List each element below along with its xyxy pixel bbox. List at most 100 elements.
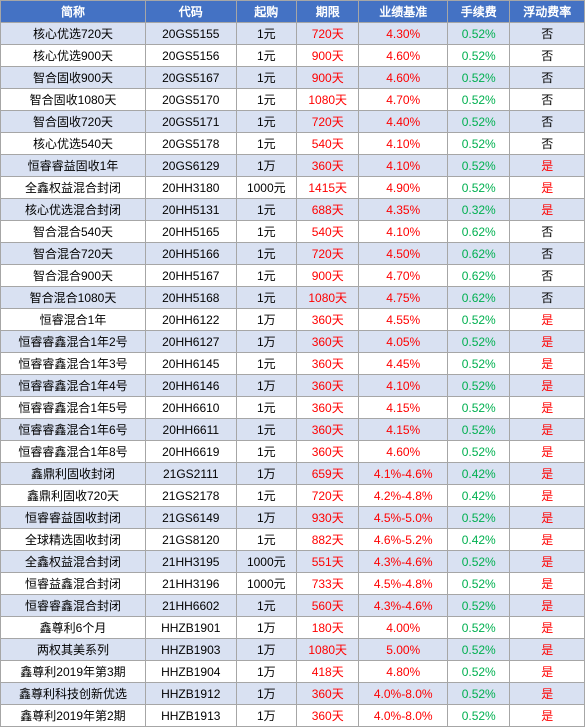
- cell-fee: 0.52%: [448, 573, 510, 595]
- cell-fee: 0.52%: [448, 441, 510, 463]
- cell-term: 540天: [297, 221, 359, 243]
- cell-min: 1元: [236, 221, 296, 243]
- table-row: 智合固收1080天20GS51701元1080天4.70%0.52%否: [1, 89, 585, 111]
- cell-name: 鑫尊利6个月: [1, 617, 146, 639]
- cell-code: 20GS6129: [145, 155, 236, 177]
- cell-name: 恒睿混合1年: [1, 309, 146, 331]
- cell-code: 21HH6602: [145, 595, 236, 617]
- cell-name: 智合固收900天: [1, 67, 146, 89]
- cell-term: 1080天: [297, 89, 359, 111]
- table-row: 两权其美系列HHZB19031万1080天5.00%0.52%是: [1, 639, 585, 661]
- cell-code: 20HH5165: [145, 221, 236, 243]
- table-row: 智合混合900天20HH51671元900天4.70%0.62%否: [1, 265, 585, 287]
- cell-fee: 0.32%: [448, 199, 510, 221]
- cell-float: 是: [510, 661, 585, 683]
- cell-fee: 0.52%: [448, 375, 510, 397]
- cell-min: 1万: [236, 639, 296, 661]
- cell-name: 恒睿睿鑫混合1年4号: [1, 375, 146, 397]
- cell-name: 鑫鼎利固收封闭: [1, 463, 146, 485]
- cell-term: 659天: [297, 463, 359, 485]
- cell-fee: 0.52%: [448, 551, 510, 573]
- cell-code: 20GS5155: [145, 23, 236, 45]
- cell-term: 360天: [297, 353, 359, 375]
- cell-bench: 4.10%: [359, 133, 448, 155]
- cell-code: 21GS2178: [145, 485, 236, 507]
- cell-fee: 0.42%: [448, 463, 510, 485]
- cell-bench: 4.50%: [359, 243, 448, 265]
- cell-bench: 4.45%: [359, 353, 448, 375]
- cell-code: 20HH5168: [145, 287, 236, 309]
- cell-bench: 4.10%: [359, 375, 448, 397]
- cell-fee: 0.42%: [448, 485, 510, 507]
- cell-term: 1415天: [297, 177, 359, 199]
- cell-bench: 4.90%: [359, 177, 448, 199]
- cell-float: 否: [510, 133, 585, 155]
- cell-code: HHZB1912: [145, 683, 236, 705]
- cell-min: 1元: [236, 243, 296, 265]
- product-table-container: 简称代码起购期限业绩基准手续费浮动费率 核心优选720天20GS51551元72…: [0, 0, 585, 727]
- cell-bench: 4.15%: [359, 419, 448, 441]
- cell-code: 20HH5167: [145, 265, 236, 287]
- cell-fee: 0.52%: [448, 419, 510, 441]
- table-row: 智合混合540天20HH51651元540天4.10%0.62%否: [1, 221, 585, 243]
- cell-term: 882天: [297, 529, 359, 551]
- cell-float: 是: [510, 705, 585, 727]
- table-row: 恒睿益鑫混合封闭21HH31961000元733天4.5%-4.8%0.52%是: [1, 573, 585, 595]
- cell-bench: 4.30%: [359, 23, 448, 45]
- cell-term: 360天: [297, 309, 359, 331]
- cell-name: 核心优选720天: [1, 23, 146, 45]
- cell-fee: 0.52%: [448, 309, 510, 331]
- cell-bench: 4.60%: [359, 441, 448, 463]
- cell-min: 1000元: [236, 551, 296, 573]
- cell-min: 1万: [236, 507, 296, 529]
- table-row: 核心优选720天20GS51551元720天4.30%0.52%否: [1, 23, 585, 45]
- cell-term: 180天: [297, 617, 359, 639]
- cell-fee: 0.52%: [448, 23, 510, 45]
- cell-bench: 4.40%: [359, 111, 448, 133]
- cell-bench: 4.2%-4.8%: [359, 485, 448, 507]
- cell-term: 540天: [297, 133, 359, 155]
- cell-code: 21GS6149: [145, 507, 236, 529]
- cell-fee: 0.52%: [448, 595, 510, 617]
- col-header-code: 代码: [145, 1, 236, 23]
- cell-float: 是: [510, 419, 585, 441]
- cell-fee: 0.52%: [448, 89, 510, 111]
- cell-name: 核心优选540天: [1, 133, 146, 155]
- cell-fee: 0.52%: [448, 353, 510, 375]
- cell-float: 否: [510, 243, 585, 265]
- cell-float: 是: [510, 375, 585, 397]
- cell-name: 恒睿睿鑫混合1年6号: [1, 419, 146, 441]
- table-row: 恒睿睿益固收1年20GS61291万360天4.10%0.52%是: [1, 155, 585, 177]
- cell-fee: 0.52%: [448, 177, 510, 199]
- cell-name: 两权其美系列: [1, 639, 146, 661]
- table-row: 鑫尊利2019年第3期HHZB19041万418天4.80%0.52%是: [1, 661, 585, 683]
- cell-fee: 0.52%: [448, 133, 510, 155]
- cell-min: 1元: [236, 133, 296, 155]
- cell-name: 恒睿睿鑫混合封闭: [1, 595, 146, 617]
- cell-min: 1元: [236, 23, 296, 45]
- cell-bench: 4.3%-4.6%: [359, 551, 448, 573]
- cell-code: HHZB1903: [145, 639, 236, 661]
- cell-float: 否: [510, 111, 585, 133]
- cell-bench: 4.35%: [359, 199, 448, 221]
- cell-code: 20HH6127: [145, 331, 236, 353]
- cell-bench: 4.5%-4.8%: [359, 573, 448, 595]
- table-row: 鑫鼎利固收封闭21GS21111万659天4.1%-4.6%0.42%是: [1, 463, 585, 485]
- cell-code: 20HH6145: [145, 353, 236, 375]
- cell-name: 鑫鼎利固收720天: [1, 485, 146, 507]
- cell-bench: 4.00%: [359, 617, 448, 639]
- cell-name: 恒睿睿鑫混合1年8号: [1, 441, 146, 463]
- cell-bench: 5.00%: [359, 639, 448, 661]
- cell-float: 是: [510, 199, 585, 221]
- cell-name: 恒睿睿鑫混合1年5号: [1, 397, 146, 419]
- table-row: 核心优选900天20GS51561元900天4.60%0.52%否: [1, 45, 585, 67]
- cell-min: 1000元: [236, 177, 296, 199]
- cell-term: 360天: [297, 683, 359, 705]
- cell-min: 1万: [236, 309, 296, 331]
- cell-name: 智合混合720天: [1, 243, 146, 265]
- table-row: 恒睿睿益固收封闭21GS61491万930天4.5%-5.0%0.52%是: [1, 507, 585, 529]
- cell-float: 否: [510, 221, 585, 243]
- cell-bench: 4.75%: [359, 287, 448, 309]
- cell-fee: 0.52%: [448, 67, 510, 89]
- cell-min: 1元: [236, 89, 296, 111]
